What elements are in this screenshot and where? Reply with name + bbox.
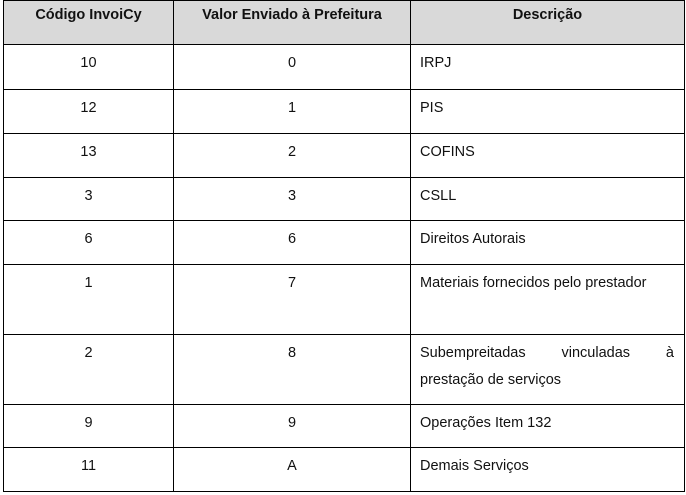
header-valor: Valor Enviado à Prefeitura	[173, 0, 411, 45]
cell-descricao: PIS	[410, 89, 685, 134]
cell-valor: 2	[173, 133, 411, 178]
cell-descricao: COFINS	[410, 133, 685, 178]
table-row: 10 0 IRPJ	[3, 44, 685, 90]
cell-codigo: 3	[3, 177, 174, 221]
header-row: Código InvoiCy Valor Enviado à Prefeitur…	[3, 0, 685, 45]
cell-valor: 3	[173, 177, 411, 221]
cell-codigo: 10	[3, 44, 174, 90]
cell-descricao: Materiais fornecidos pelo prestador	[410, 264, 685, 335]
table-row: 1 7 Materiais fornecidos pelo prestador	[3, 264, 685, 335]
cell-valor: 7	[173, 264, 411, 335]
codes-table: Código InvoiCy Valor Enviado à Prefeitur…	[3, 0, 685, 492]
cell-descricao: IRPJ	[410, 44, 685, 90]
cell-descricao: Subempreitadas vinculadas à prestação de…	[410, 334, 685, 405]
cell-codigo: 2	[3, 334, 174, 405]
cell-codigo: 11	[3, 447, 174, 492]
cell-valor: 9	[173, 404, 411, 448]
table-row: 13 2 COFINS	[3, 133, 685, 178]
header-codigo: Código InvoiCy	[3, 0, 174, 45]
cell-valor: A	[173, 447, 411, 492]
table-row: 3 3 CSLL	[3, 177, 685, 221]
table-row: 2 8 Subempreitadas vinculadas à prestação …	[3, 334, 685, 405]
table-row: 11 A Demais Serviços	[3, 447, 685, 492]
cell-valor: 8	[173, 334, 411, 405]
table-row: 12 1 PIS	[3, 89, 685, 134]
table-row: 6 6 Direitos Autorais	[3, 220, 685, 265]
cell-valor: 0	[173, 44, 411, 90]
cell-codigo: 13	[3, 133, 174, 178]
cell-codigo: 9	[3, 404, 174, 448]
cell-valor: 6	[173, 220, 411, 265]
cell-descricao: Direitos Autorais	[410, 220, 685, 265]
cell-codigo: 12	[3, 89, 174, 134]
table-row: 9 9 Operações Item 132	[3, 404, 685, 448]
header-descricao: Descrição	[410, 0, 685, 45]
cell-descricao: CSLL	[410, 177, 685, 221]
cell-valor: 1	[173, 89, 411, 134]
cell-descricao: Operações Item 132	[410, 404, 685, 448]
cell-codigo: 1	[3, 264, 174, 335]
cell-descricao: Demais Serviços	[410, 447, 685, 492]
cell-codigo: 6	[3, 220, 174, 265]
